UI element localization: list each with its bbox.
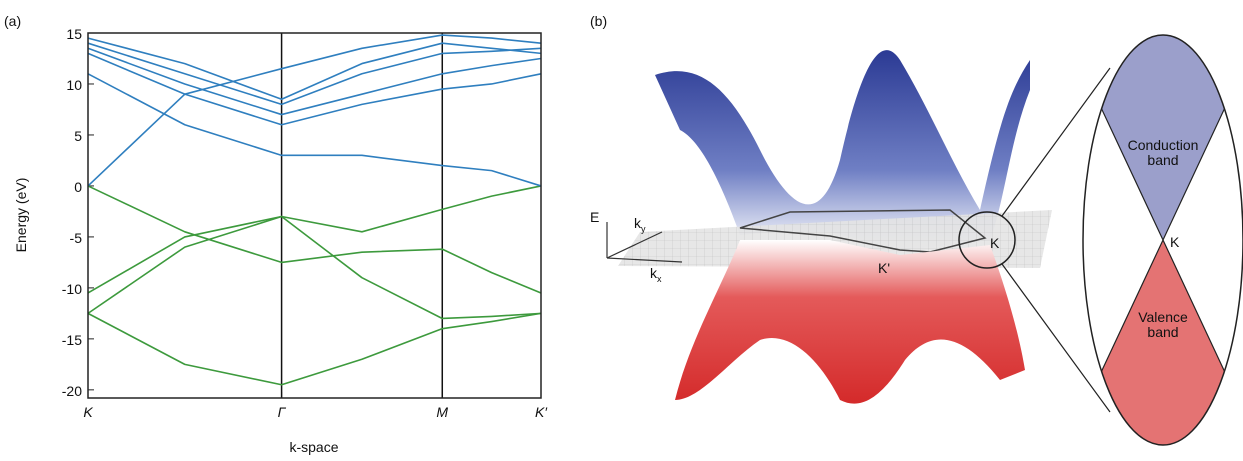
y-tick-label: 10 — [66, 77, 82, 93]
point-label: K — [1170, 234, 1180, 250]
valence-cone — [1083, 238, 1243, 445]
plot-frame — [87, 32, 542, 399]
zoom-line — [1001, 67, 1111, 217]
x-tick-label: K′ — [535, 404, 548, 420]
x-tick-label: Γ — [278, 404, 287, 420]
band-line — [87, 47, 542, 116]
point-label: K' — [878, 260, 890, 276]
axis-ky — [606, 231, 663, 259]
inset-ellipse — [1082, 34, 1243, 446]
y-tick-label: -20 — [62, 383, 82, 399]
x-tick-label: M — [436, 404, 448, 420]
band-label: band — [1147, 152, 1178, 168]
brillouin-zone — [739, 209, 987, 253]
y-axis-label: Energy (eV) — [13, 178, 29, 253]
point-label: K — [990, 235, 1000, 251]
y-tick-label: 5 — [74, 128, 82, 144]
band-line — [87, 185, 542, 294]
plot-area: 15 10 5 0 -5 -10 -15 -20K Γ M K′ — [62, 26, 549, 420]
band-line — [87, 73, 542, 187]
band-line — [87, 312, 542, 386]
y-tick-label: -10 — [62, 281, 82, 297]
axis-label: E — [590, 209, 599, 225]
band-line — [87, 34, 542, 187]
band-label: Conduction — [1128, 137, 1199, 153]
illustration: (b) E ky kx K' K K Conduction band Valen… — [590, 13, 1243, 446]
band-line — [87, 37, 542, 101]
band-line — [87, 52, 542, 126]
conduction-surface — [655, 50, 1030, 250]
zoom-line — [1001, 263, 1111, 413]
axis-label: kx — [650, 265, 662, 284]
band-label: Valence — [1138, 309, 1188, 325]
y-tick-label: 0 — [74, 179, 82, 195]
panel-label: (b) — [590, 13, 607, 29]
band-line — [87, 42, 542, 106]
x-tick-label: K — [83, 404, 93, 420]
y-tick-label: -5 — [70, 230, 83, 246]
axis-label: ky — [634, 215, 646, 234]
band-label: band — [1147, 324, 1178, 340]
conduction-cone — [1083, 35, 1243, 242]
y-tick-label: -15 — [62, 332, 82, 348]
axis-kx — [606, 257, 683, 263]
band-line — [87, 185, 542, 294]
y-tick-label: 15 — [66, 26, 82, 42]
band-line — [87, 215, 542, 320]
panel-label: (a) — [4, 13, 21, 29]
valence-surface — [675, 240, 1025, 404]
x-axis-label: k-space — [289, 439, 338, 455]
zoom-circle — [958, 211, 1016, 269]
